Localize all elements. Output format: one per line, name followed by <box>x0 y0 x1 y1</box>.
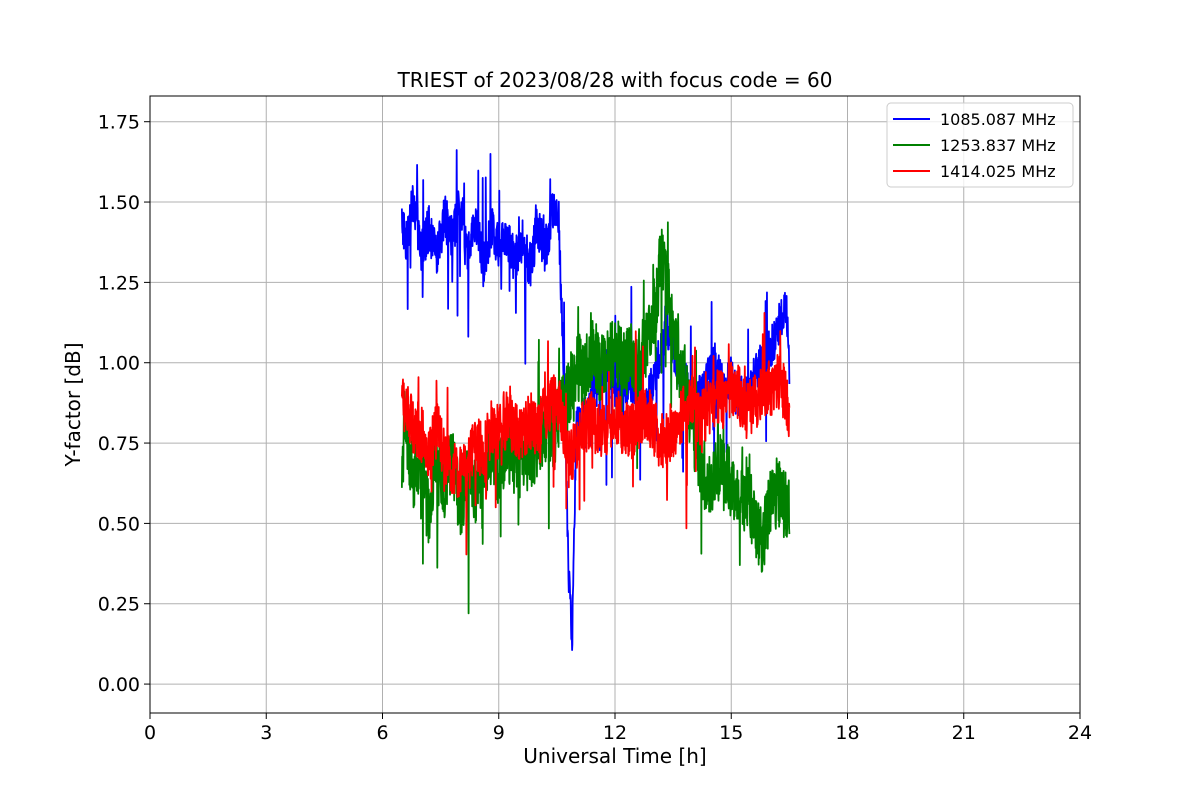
x-tick-label: 15 <box>719 722 743 744</box>
legend-label-1414: 1414.025 MHz <box>940 162 1056 181</box>
y-tick-label: 0.75 <box>98 433 140 455</box>
x-tick-label: 21 <box>952 722 976 744</box>
chart-title: TRIEST of 2023/08/28 with focus code = 6… <box>397 68 833 92</box>
y-tick-label: 0.50 <box>98 513 140 535</box>
x-tick-label: 9 <box>493 722 505 744</box>
legend-label-1085: 1085.087 MHz <box>940 110 1056 129</box>
series-line-3 <box>400 311 791 556</box>
x-tick-label: 3 <box>260 722 272 744</box>
x-tick-label: 6 <box>376 722 388 744</box>
legend: 1085.087 MHz 1253.837 MHz 1414.025 MHz <box>886 102 1074 188</box>
series-layer <box>400 149 791 651</box>
y-tick-label: 1.75 <box>98 112 140 134</box>
y-axis-label: Y-factor [dB] <box>61 342 85 467</box>
legend-label-1253: 1253.837 MHz <box>940 136 1056 155</box>
y-tick-label: 1.00 <box>98 353 140 375</box>
x-tick-label: 0 <box>144 722 156 744</box>
y-tick-label: 0.00 <box>98 674 140 696</box>
y-tick-label: 0.25 <box>98 594 140 616</box>
y-tick-label: 1.25 <box>98 272 140 294</box>
x-tick-label: 18 <box>835 722 859 744</box>
y-tick-label: 1.50 <box>98 192 140 214</box>
x-tick-label: 12 <box>603 722 627 744</box>
x-axis-label: Universal Time [h] <box>523 744 706 768</box>
x-tick-label: 24 <box>1068 722 1092 744</box>
tick-layer: 0 3 6 9 12 15 18 21 24 0.00 0.25 0.50 0.75 1.00 1.25 1.… <box>98 112 1092 744</box>
legend-box <box>886 102 1074 188</box>
